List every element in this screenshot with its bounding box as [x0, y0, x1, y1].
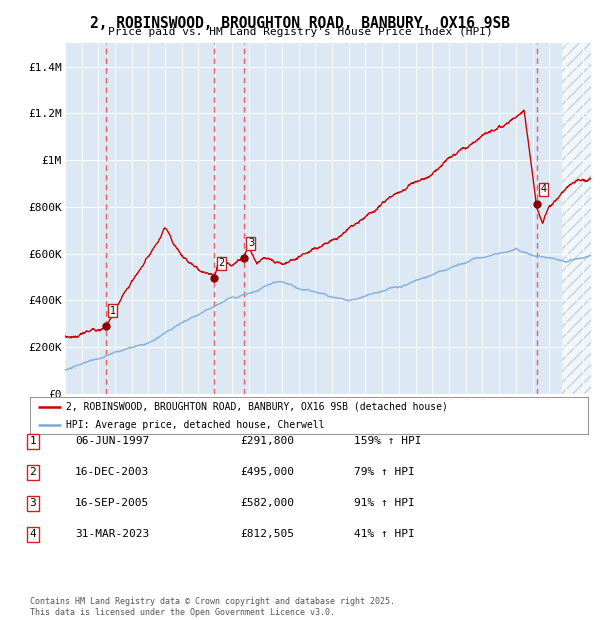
Text: 79% ↑ HPI: 79% ↑ HPI [354, 467, 415, 477]
Text: 2: 2 [29, 467, 37, 477]
Point [239, 253, 248, 263]
Text: 4: 4 [29, 529, 37, 539]
Text: 91% ↑ HPI: 91% ↑ HPI [354, 498, 415, 508]
Text: HPI: Average price, detached house, Cherwell: HPI: Average price, detached house, Cher… [66, 420, 325, 430]
Text: 159% ↑ HPI: 159% ↑ HPI [354, 436, 421, 446]
Text: £291,800: £291,800 [240, 436, 294, 446]
Point [209, 273, 219, 283]
Point [101, 321, 110, 330]
Text: 31-MAR-2023: 31-MAR-2023 [75, 529, 149, 539]
Point [532, 199, 542, 209]
Text: 2, ROBINSWOOD, BROUGHTON ROAD, BANBURY, OX16 9SB (detached house): 2, ROBINSWOOD, BROUGHTON ROAD, BANBURY, … [66, 402, 448, 412]
Text: 06-JUN-1997: 06-JUN-1997 [75, 436, 149, 446]
Text: £812,505: £812,505 [240, 529, 294, 539]
Text: Price paid vs. HM Land Registry's House Price Index (HPI): Price paid vs. HM Land Registry's House … [107, 27, 493, 37]
Text: 1: 1 [110, 306, 116, 316]
Text: 1: 1 [29, 436, 37, 446]
Text: Contains HM Land Registry data © Crown copyright and database right 2025.
This d: Contains HM Land Registry data © Crown c… [30, 598, 395, 617]
Text: 2, ROBINSWOOD, BROUGHTON ROAD, BANBURY, OX16 9SB: 2, ROBINSWOOD, BROUGHTON ROAD, BANBURY, … [90, 16, 510, 30]
Bar [562, 43, 591, 394]
Text: £495,000: £495,000 [240, 467, 294, 477]
Text: 16-DEC-2003: 16-DEC-2003 [75, 467, 149, 477]
Text: 41% ↑ HPI: 41% ↑ HPI [354, 529, 415, 539]
Text: £582,000: £582,000 [240, 498, 294, 508]
Text: 4: 4 [541, 184, 547, 194]
Text: 3: 3 [248, 238, 254, 248]
Text: 3: 3 [29, 498, 37, 508]
Text: 2: 2 [218, 259, 225, 268]
Text: 16-SEP-2005: 16-SEP-2005 [75, 498, 149, 508]
